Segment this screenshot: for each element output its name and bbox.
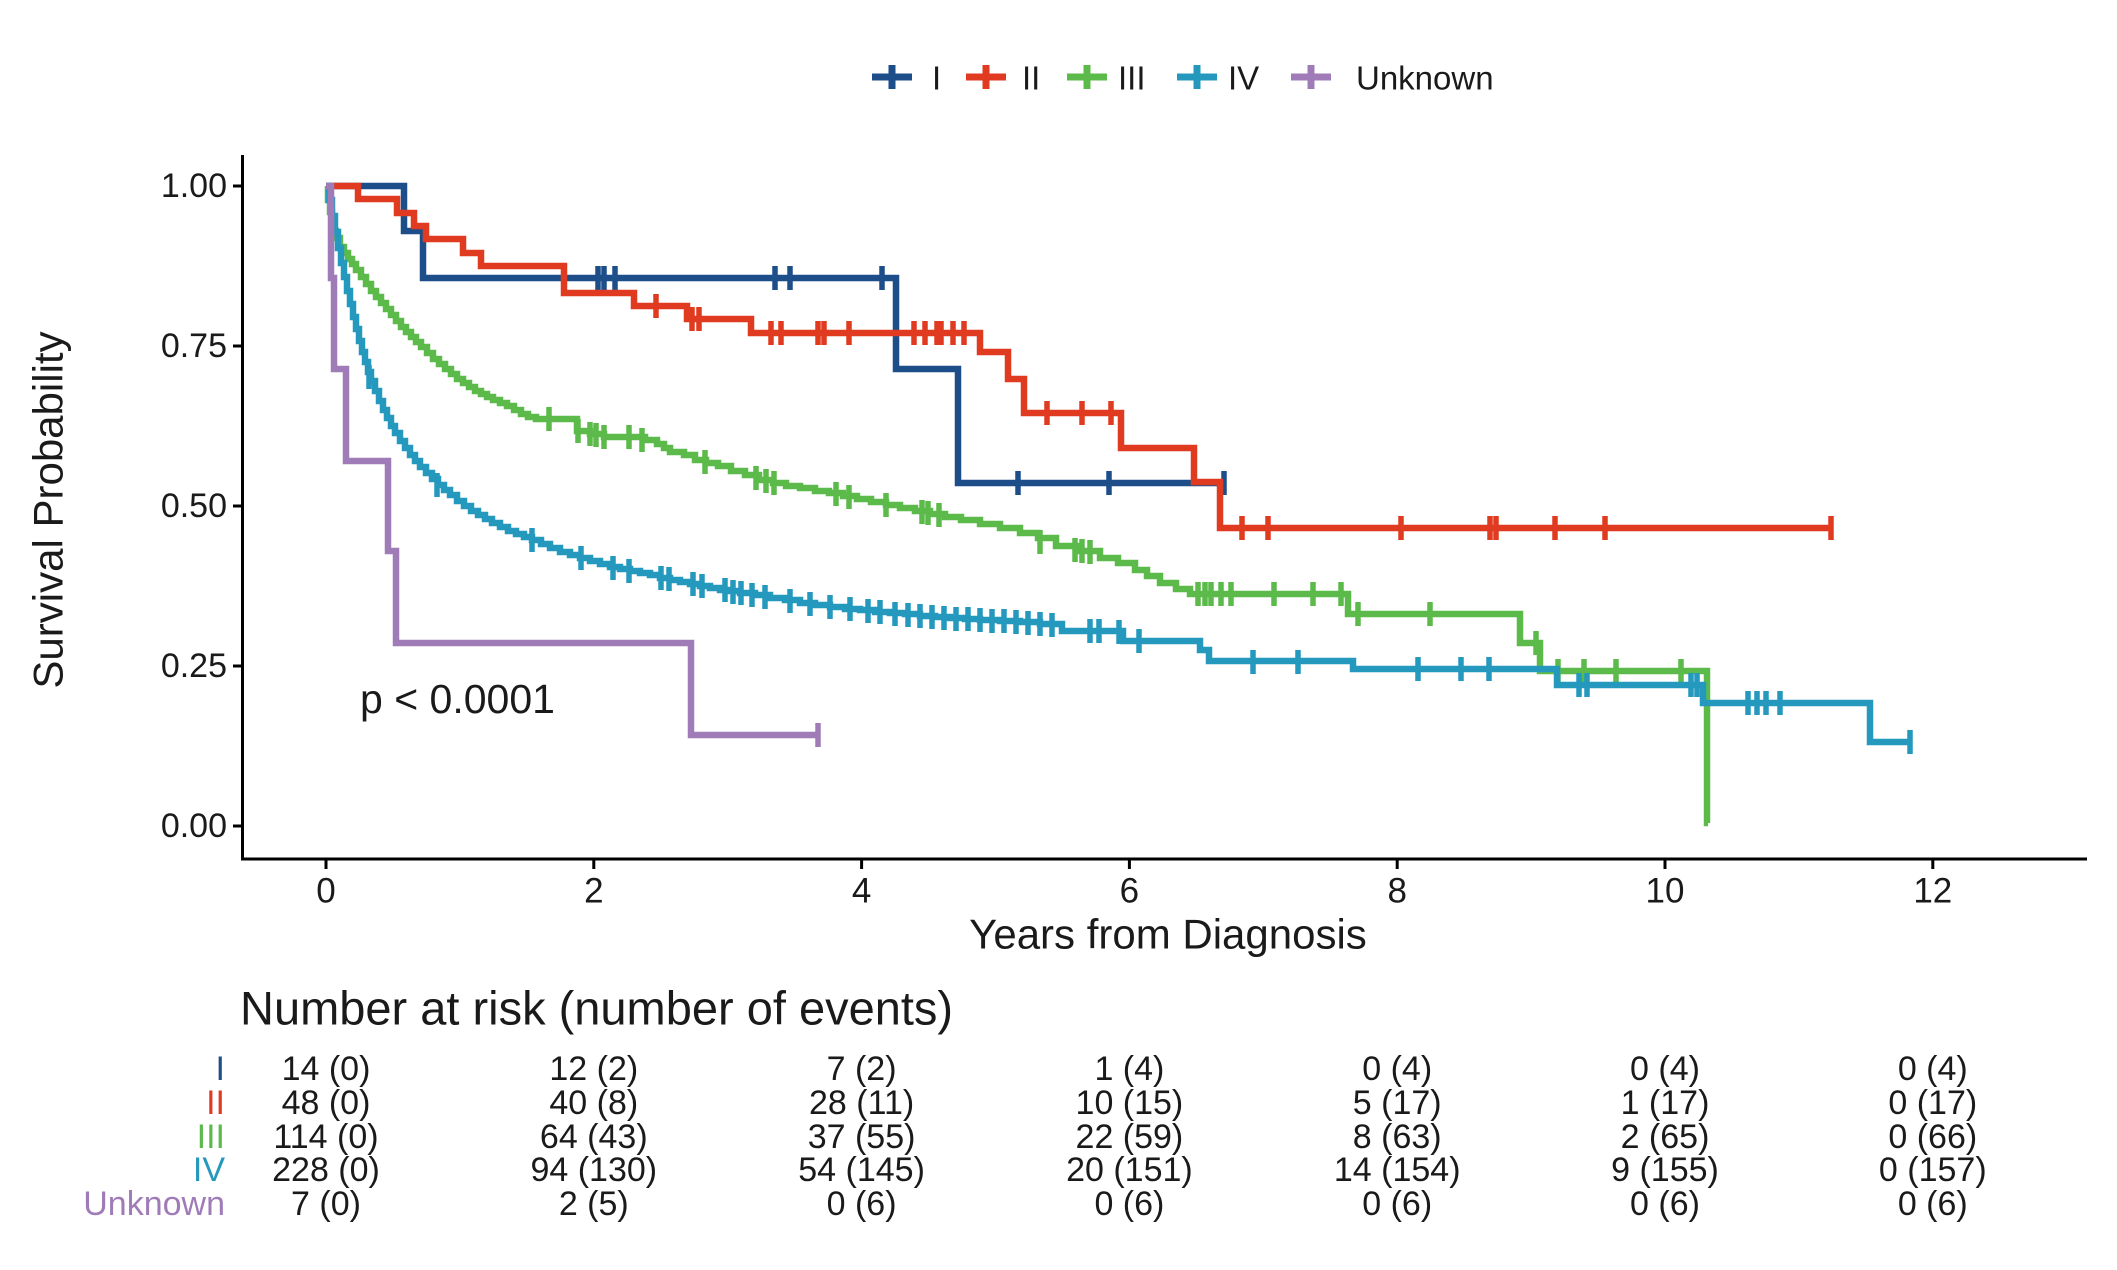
svg-text:0.50: 0.50	[161, 487, 227, 525]
svg-text:Years from Diagnosis: Years from Diagnosis	[969, 911, 1367, 958]
svg-text:Number at risk (number of even: Number at risk (number of events)	[240, 982, 953, 1035]
svg-text:7 (0): 7 (0)	[291, 1185, 361, 1223]
svg-text:14 (154): 14 (154)	[1334, 1151, 1461, 1189]
svg-text:7 (2): 7 (2)	[827, 1050, 897, 1088]
svg-text:1 (17): 1 (17)	[1621, 1084, 1710, 1122]
svg-text:IV: IV	[1228, 60, 1259, 97]
svg-text:1.00: 1.00	[161, 167, 227, 205]
svg-text:10 (15): 10 (15)	[1076, 1084, 1184, 1122]
svg-text:94 (130): 94 (130)	[530, 1151, 657, 1189]
svg-text:40 (8): 40 (8)	[549, 1084, 638, 1122]
svg-text:12: 12	[1913, 872, 1952, 911]
svg-text:228 (0): 228 (0)	[272, 1151, 380, 1189]
svg-text:28 (11): 28 (11)	[809, 1084, 914, 1122]
svg-text:114 (0): 114 (0)	[273, 1118, 378, 1156]
svg-text:Unknown: Unknown	[1356, 60, 1494, 97]
svg-text:0.00: 0.00	[161, 807, 227, 845]
svg-text:20 (151): 20 (151)	[1066, 1151, 1193, 1189]
svg-text:0.75: 0.75	[161, 327, 227, 365]
svg-text:IV: IV	[193, 1151, 225, 1189]
svg-text:0 (4): 0 (4)	[1898, 1050, 1968, 1088]
svg-text:I: I	[932, 60, 941, 97]
svg-text:0 (4): 0 (4)	[1630, 1050, 1700, 1088]
svg-text:II: II	[206, 1084, 225, 1122]
svg-text:5 (17): 5 (17)	[1353, 1084, 1442, 1122]
svg-text:2 (65): 2 (65)	[1621, 1118, 1710, 1156]
svg-text:0 (17): 0 (17)	[1888, 1084, 1977, 1122]
svg-text:0 (6): 0 (6)	[1094, 1185, 1164, 1223]
svg-text:12 (2): 12 (2)	[549, 1050, 638, 1088]
svg-text:III: III	[1118, 60, 1146, 97]
svg-text:0 (4): 0 (4)	[1362, 1050, 1432, 1088]
svg-text:2 (5): 2 (5)	[559, 1185, 629, 1223]
svg-text:10: 10	[1646, 872, 1685, 911]
svg-text:Survival Probability: Survival Probability	[25, 331, 72, 688]
svg-text:0 (157): 0 (157)	[1879, 1151, 1987, 1189]
svg-text:I: I	[216, 1050, 225, 1088]
svg-text:64 (43): 64 (43)	[540, 1118, 648, 1156]
svg-text:14 (0): 14 (0)	[282, 1050, 371, 1088]
svg-text:4: 4	[852, 872, 871, 911]
svg-text:48 (0): 48 (0)	[282, 1084, 371, 1122]
svg-text:p < 0.0001: p < 0.0001	[360, 676, 555, 722]
svg-text:2: 2	[584, 872, 603, 911]
svg-text:II: II	[1022, 60, 1040, 97]
svg-text:37 (55): 37 (55)	[808, 1118, 916, 1156]
svg-text:0 (6): 0 (6)	[827, 1185, 897, 1223]
svg-text:Unknown: Unknown	[83, 1185, 225, 1223]
svg-text:22 (59): 22 (59)	[1076, 1118, 1184, 1156]
svg-text:0: 0	[316, 872, 335, 911]
svg-text:1 (4): 1 (4)	[1094, 1050, 1164, 1088]
svg-text:8: 8	[1387, 872, 1406, 911]
svg-text:0 (6): 0 (6)	[1362, 1185, 1432, 1223]
svg-text:6: 6	[1120, 872, 1139, 911]
svg-text:0.25: 0.25	[161, 647, 227, 685]
svg-text:54 (145): 54 (145)	[798, 1151, 925, 1189]
svg-text:9 (155): 9 (155)	[1611, 1151, 1719, 1189]
svg-text:0 (66): 0 (66)	[1888, 1118, 1977, 1156]
svg-text:0 (6): 0 (6)	[1630, 1185, 1700, 1223]
svg-text:8 (63): 8 (63)	[1353, 1118, 1442, 1156]
svg-text:III: III	[197, 1118, 225, 1156]
svg-text:0 (6): 0 (6)	[1898, 1185, 1968, 1223]
